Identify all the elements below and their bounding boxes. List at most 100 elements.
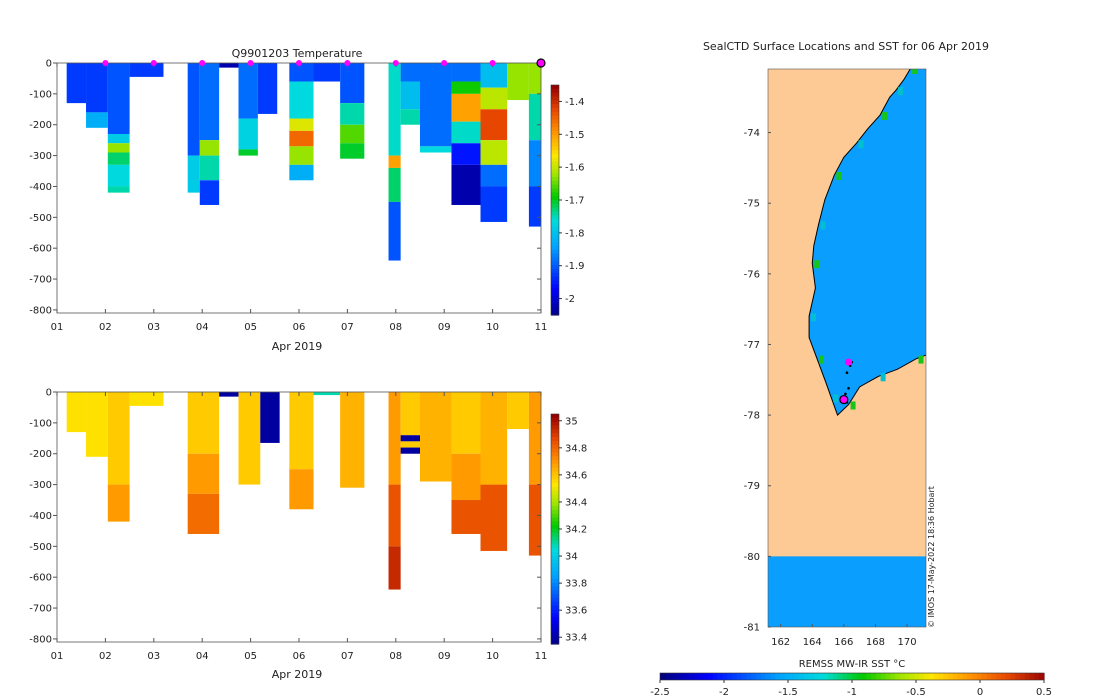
x-tick-label: 02	[99, 651, 112, 662]
profile-cell	[451, 93, 481, 122]
map-y-tick-label: -74	[744, 128, 760, 139]
colorbar-band	[551, 544, 559, 549]
colorbar-band	[551, 307, 559, 312]
sst-colorbar-band	[693, 673, 699, 680]
colorbar-band	[551, 506, 559, 511]
x-tick-label: 07	[341, 651, 354, 662]
colorbar-band	[551, 433, 559, 438]
x-tick-label: 10	[486, 651, 499, 662]
x-tick-label: 01	[51, 651, 64, 662]
profile-cell	[388, 155, 401, 168]
colorbar-band	[551, 640, 559, 645]
x-tick-label: 08	[389, 322, 402, 333]
colorbar-band	[551, 85, 559, 90]
colorbar-band	[551, 521, 559, 526]
profile-marker	[102, 60, 109, 66]
sst-colorbar-band	[828, 673, 834, 680]
colorbar-band	[551, 284, 559, 289]
sst-colorbar-band	[736, 673, 743, 680]
sst-colorbar-band	[1000, 673, 1007, 680]
colorbar-band	[551, 429, 559, 434]
sst-colorbar-band	[789, 673, 795, 680]
sst-colorbar-tick-label: -1	[847, 687, 857, 698]
profile-cell	[86, 392, 108, 457]
sst-colorbar-band	[818, 673, 824, 680]
colorbar-band	[551, 234, 559, 239]
y-tick-label: -300	[29, 151, 52, 162]
profile-cell	[528, 140, 541, 187]
profile-cell	[340, 143, 365, 159]
colorbar-tick-label: -1.9	[565, 261, 585, 272]
coastal-pixel	[850, 401, 856, 410]
coastal-pixel	[811, 313, 817, 322]
profile-cell	[129, 392, 164, 406]
colorbar-band	[551, 230, 559, 236]
sst-colorbar-band	[847, 673, 853, 680]
profile-cell	[129, 63, 164, 77]
colorbar-tick-label: 33.6	[565, 606, 587, 617]
map-x-tick-label: 164	[803, 637, 822, 648]
colorbar-band	[551, 494, 559, 499]
colorbar-tick-label: 34.4	[565, 497, 587, 508]
profile-cell	[388, 484, 401, 547]
x-tick-label: 05	[244, 322, 257, 333]
colorbar-band	[551, 261, 559, 266]
colorbar-band	[551, 483, 559, 488]
profile-cell	[400, 109, 420, 125]
sst-colorbar-band	[880, 673, 887, 680]
sst-colorbar-band	[991, 673, 997, 680]
profile-cell	[107, 63, 130, 134]
profile-cell	[107, 164, 130, 187]
colorbar-band	[551, 555, 559, 561]
coastal-pixel	[882, 111, 888, 120]
colorbar-band	[551, 621, 559, 626]
sst-colorbar-band	[1024, 673, 1031, 680]
y-tick-label: -200	[29, 449, 52, 460]
colorbar-band	[551, 498, 559, 503]
sst-colorbar-band	[957, 673, 963, 680]
sst-colorbar-band	[981, 673, 987, 680]
sst-colorbar-band	[904, 673, 911, 680]
sst-colorbar-band	[770, 673, 776, 680]
sst-colorbar-band	[1005, 673, 1011, 680]
colorbar-band	[551, 529, 559, 534]
profile-cell	[238, 392, 261, 485]
sst-colorbar-band	[909, 673, 915, 680]
profile-marker	[150, 60, 157, 66]
profile-cell	[289, 392, 314, 470]
colorbar-band	[551, 207, 559, 213]
profile-cell	[66, 63, 87, 104]
temperature-xlabel: Apr 2019	[272, 340, 323, 353]
profile-cell	[400, 392, 420, 436]
sst-colorbar-band	[799, 673, 805, 680]
sst-colorbar-band	[852, 673, 858, 680]
profile-cell	[219, 392, 239, 397]
x-tick-label: 03	[147, 322, 160, 333]
sst-colorbar-band	[938, 673, 944, 680]
colorbar-band	[551, 460, 559, 465]
colorbar-band	[551, 475, 559, 480]
profile-cell	[451, 121, 481, 144]
colorbar-band	[551, 517, 559, 522]
profile-cell	[238, 118, 258, 150]
sst-colorbar-band	[794, 673, 800, 680]
colorbar-band	[551, 311, 559, 316]
x-tick-label: 04	[196, 322, 209, 333]
sst-colorbar-band	[943, 673, 949, 680]
profile-cell	[528, 93, 541, 141]
colorbar-band	[551, 509, 559, 515]
map-x-tick-label: 166	[834, 637, 853, 648]
y-tick-label: -500	[29, 542, 52, 553]
sst-colorbar-band	[842, 673, 848, 680]
colorbar-band	[551, 601, 559, 607]
profile-cell	[187, 392, 220, 454]
sst-colorbar-band	[664, 673, 671, 680]
colorbar-band	[551, 444, 559, 450]
y-tick-label: -300	[29, 480, 52, 491]
colorbar-band	[551, 452, 559, 457]
sst-colorbar-band	[823, 673, 829, 680]
sst-colorbar-band	[784, 673, 791, 680]
x-tick-label: 10	[486, 322, 499, 333]
profile-cell	[238, 149, 258, 156]
profile-cell	[451, 500, 481, 534]
